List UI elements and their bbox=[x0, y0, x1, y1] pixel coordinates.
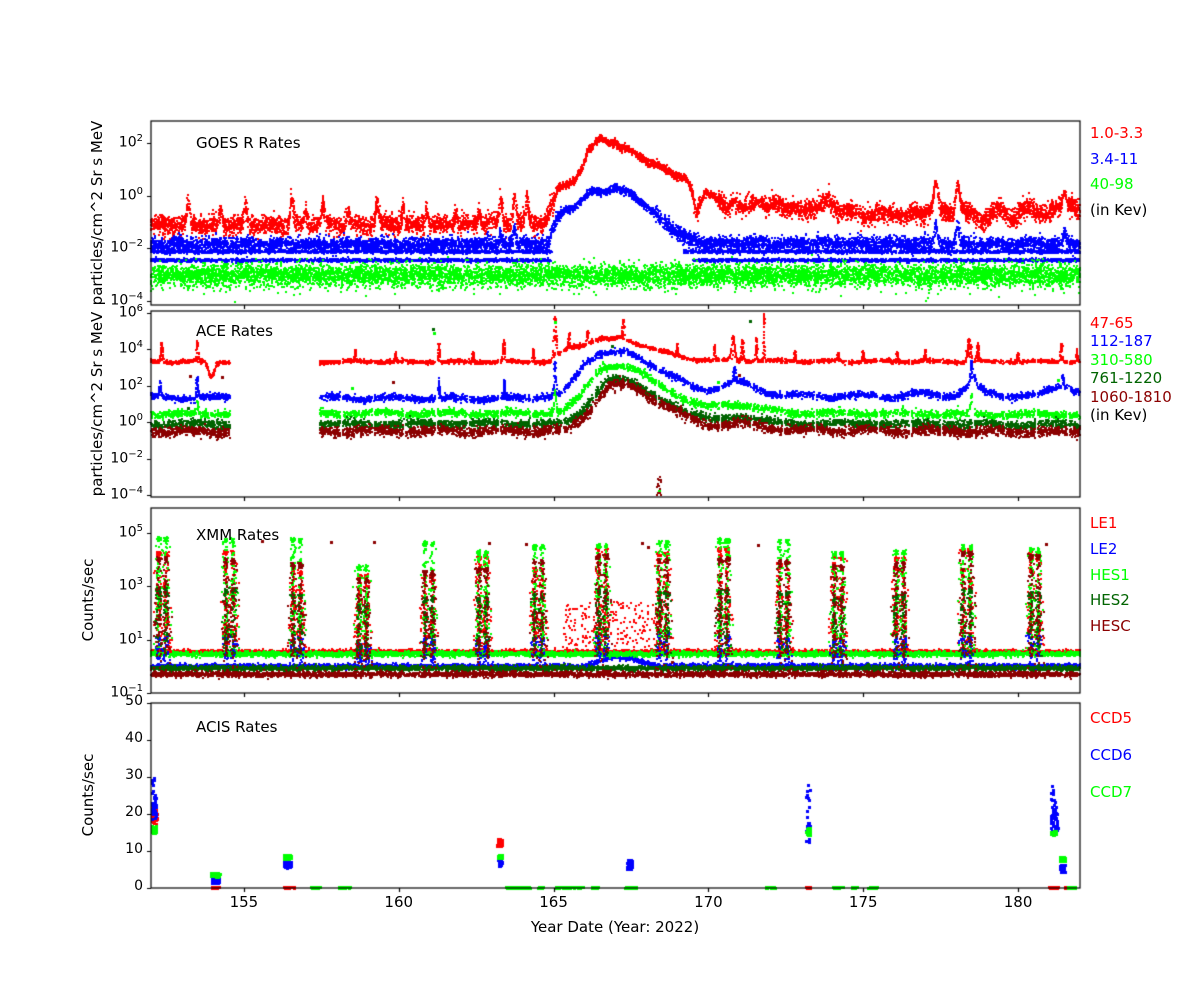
legend-entry-le1: LE1 bbox=[1090, 514, 1118, 532]
y-tick-label: 30 bbox=[125, 767, 143, 783]
legend-entry-761-1220: 761-1220 bbox=[1090, 369, 1163, 388]
y-tick-label: 20 bbox=[125, 804, 143, 820]
y-tick-label: 100 bbox=[118, 412, 143, 430]
y-tick-label: 100 bbox=[118, 185, 143, 204]
y-tick-label: 10−2 bbox=[110, 238, 143, 257]
y-tick-label: 106 bbox=[118, 303, 143, 321]
legend-entry-112-187: 112-187 bbox=[1090, 332, 1153, 351]
legend-entry-hes1: HES1 bbox=[1090, 565, 1130, 584]
x-tick-label: 160 bbox=[384, 893, 414, 911]
legend-entry-ccd5: CCD5 bbox=[1090, 709, 1133, 727]
legend-entry-ccd7: CCD7 bbox=[1090, 783, 1133, 801]
y-tick-label: 102 bbox=[118, 375, 143, 394]
legend-entry-1060-1810: 1060-1810 bbox=[1090, 387, 1172, 406]
y-tick-label: 104 bbox=[118, 339, 143, 358]
panel-title-xmm: XMM Rates bbox=[196, 526, 280, 544]
y-tick-label: 105 bbox=[118, 523, 143, 541]
y-tick-label: 50 bbox=[125, 693, 143, 709]
y-tick-label: 10 bbox=[125, 841, 143, 857]
y-tick-label: 10−1 bbox=[110, 683, 143, 701]
x-tick-label: 170 bbox=[694, 893, 723, 911]
y-tick-label: 0 bbox=[134, 878, 143, 894]
panel-title-acis: ACIS Rates bbox=[196, 718, 278, 736]
y-tick-label: 101 bbox=[118, 629, 143, 648]
y-tick-label: 102 bbox=[118, 133, 143, 151]
legend-entry-1-0-3-3: 1.0-3.3 bbox=[1090, 124, 1144, 142]
panel-title-goes: GOES R Rates bbox=[196, 134, 301, 152]
legend-entry-hesc: HESC bbox=[1090, 617, 1131, 636]
legend-entry--in-kev-: (in Kev) bbox=[1090, 201, 1148, 220]
legend-entry-40-98: 40-98 bbox=[1090, 175, 1134, 194]
legend-entry--in-kev-: (in Kev) bbox=[1090, 406, 1148, 424]
panel-title-ace: ACE Rates bbox=[196, 322, 273, 340]
y-tick-label: 10−4 bbox=[110, 291, 143, 309]
legend-entry-le2: LE2 bbox=[1090, 539, 1118, 558]
x-tick-label: 175 bbox=[848, 893, 878, 911]
y-tick-label: 103 bbox=[118, 576, 143, 595]
x-tick-label: 180 bbox=[1003, 893, 1033, 911]
legend-entry-ccd6: CCD6 bbox=[1090, 746, 1133, 764]
y-tick-label: 10−2 bbox=[110, 448, 143, 467]
legend-entry-3-4-11: 3.4-11 bbox=[1090, 149, 1139, 168]
legend-entry-hes2: HES2 bbox=[1090, 591, 1130, 610]
y-tick-label: 10−4 bbox=[110, 484, 143, 503]
x-tick-label: 165 bbox=[539, 893, 568, 911]
legend-entry-310-580: 310-580 bbox=[1090, 350, 1153, 369]
x-tick-label: 155 bbox=[229, 893, 259, 911]
x-axis-label: Year Date (Year: 2022) bbox=[530, 918, 700, 936]
y-tick-label: 40 bbox=[125, 730, 143, 746]
legend-entry-47-65: 47-65 bbox=[1090, 314, 1134, 332]
